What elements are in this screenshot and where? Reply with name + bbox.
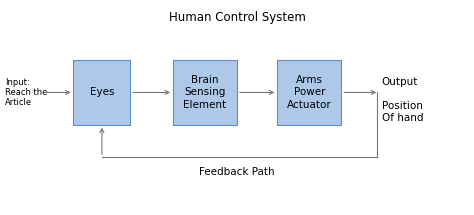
FancyBboxPatch shape [173,60,237,125]
Text: Feedback Path: Feedback Path [199,167,275,177]
FancyBboxPatch shape [277,60,341,125]
Text: Brain
Sensing
Element: Brain Sensing Element [183,75,227,110]
Text: Position
Of hand: Position Of hand [382,101,423,123]
Text: Eyes: Eyes [90,88,114,97]
Text: Output: Output [382,77,418,87]
Text: Human Control System: Human Control System [169,11,305,24]
Text: Arms
Power
Actuator: Arms Power Actuator [287,75,332,110]
FancyBboxPatch shape [73,60,130,125]
Text: Input:
Reach the
Article: Input: Reach the Article [5,78,47,107]
